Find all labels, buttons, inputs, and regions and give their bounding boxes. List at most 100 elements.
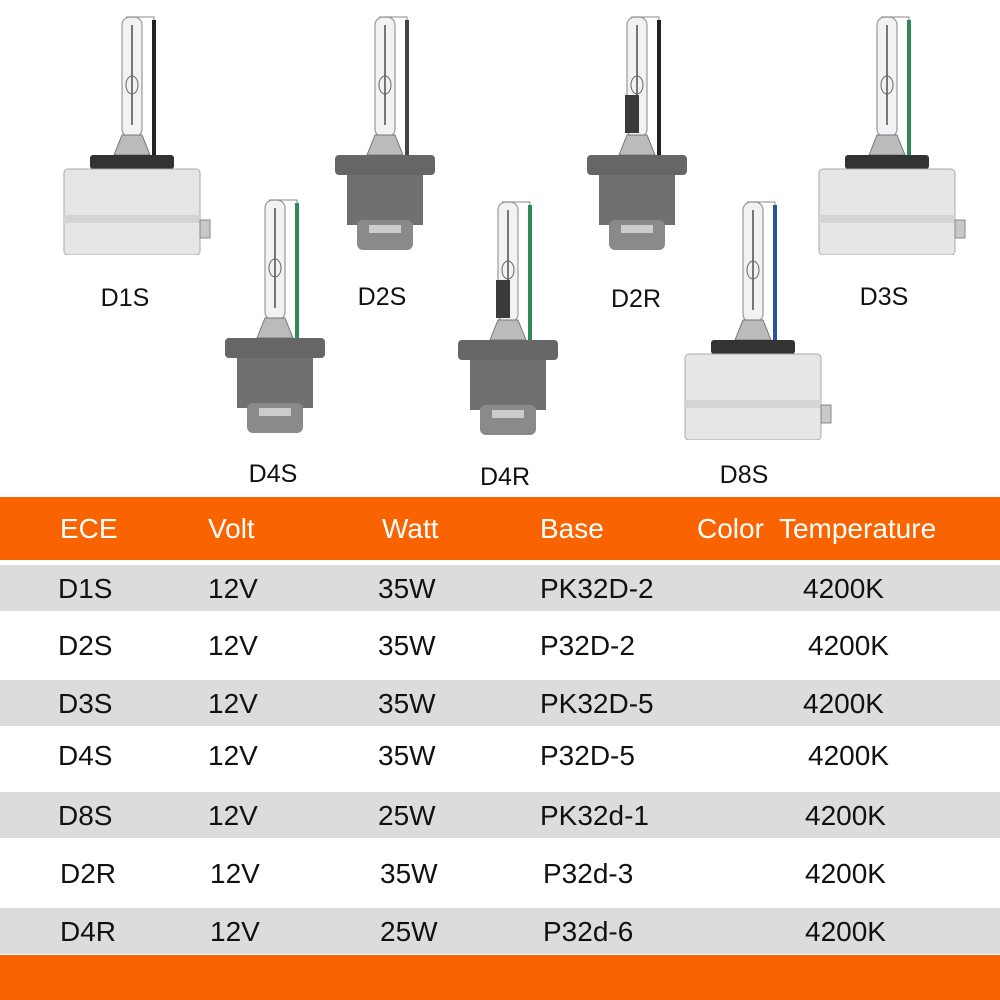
cell-ece: D4S bbox=[58, 740, 113, 771]
connector bbox=[954, 219, 966, 239]
base-socket bbox=[357, 220, 413, 250]
clip bbox=[734, 319, 772, 341]
base-body bbox=[347, 175, 423, 225]
bulb-d3s-image bbox=[818, 16, 966, 255]
header-watt: Watt bbox=[382, 513, 439, 544]
cell-ece: D2R bbox=[60, 858, 117, 889]
clip bbox=[256, 317, 294, 339]
table-row: D2R 12V 35W P32d-3 4200K bbox=[0, 850, 1000, 896]
bulb-label: D4R bbox=[479, 463, 531, 491]
cell-color-temperature: 4200K bbox=[803, 573, 884, 604]
cell-base: PK32D-5 bbox=[540, 688, 654, 719]
cell-color-temperature: 4200K bbox=[805, 916, 886, 947]
cell-volt: 12V bbox=[210, 858, 260, 889]
cell-ece: D1S bbox=[58, 573, 113, 604]
base-body bbox=[470, 360, 546, 410]
base-ring bbox=[492, 410, 524, 418]
cell-ece: D2S bbox=[58, 630, 113, 661]
cell-watt: 35W bbox=[378, 688, 436, 719]
arc-capsule bbox=[501, 260, 515, 280]
cell-volt: 12V bbox=[208, 573, 258, 604]
header-base: Base bbox=[540, 513, 604, 544]
ballast-box bbox=[684, 353, 822, 440]
cell-watt: 25W bbox=[378, 800, 436, 831]
flange bbox=[458, 340, 558, 360]
cell-color-temperature: 4200K bbox=[808, 630, 889, 661]
connector bbox=[199, 219, 211, 239]
flange bbox=[90, 155, 174, 169]
bulb-label: D8S bbox=[719, 461, 769, 489]
base-body bbox=[237, 358, 313, 408]
cell-base: P32d-3 bbox=[543, 858, 634, 889]
bulb-label: D2S bbox=[357, 283, 407, 311]
base-socket bbox=[247, 403, 303, 433]
header-ece: ECE bbox=[60, 513, 118, 544]
flange bbox=[225, 338, 325, 358]
base-body bbox=[599, 175, 675, 225]
cell-base: P32D-5 bbox=[540, 740, 635, 771]
cell-ece: D3S bbox=[58, 688, 113, 719]
clip bbox=[868, 134, 906, 156]
base-ring bbox=[621, 225, 653, 233]
cell-volt: 12V bbox=[210, 916, 260, 947]
bulb-label: D3S bbox=[859, 283, 909, 311]
bulb-label: D4S bbox=[248, 460, 298, 488]
table-row: D3S 12V 35W PK32D-5 4200K bbox=[0, 680, 1000, 726]
ballast-box bbox=[818, 168, 956, 255]
arc-capsule bbox=[630, 75, 644, 95]
flange bbox=[711, 340, 795, 354]
box-rib bbox=[64, 215, 200, 223]
bulb-d1s-image bbox=[63, 16, 211, 255]
flange bbox=[335, 155, 435, 175]
clip bbox=[489, 319, 527, 341]
box-rib bbox=[685, 400, 821, 408]
bulb-d8s-image bbox=[684, 201, 832, 440]
cell-base: PK32d-1 bbox=[540, 800, 649, 831]
clip bbox=[366, 134, 404, 156]
clip bbox=[618, 134, 656, 156]
arc-capsule bbox=[746, 260, 760, 280]
cell-color-temperature: 4200K bbox=[808, 740, 889, 771]
base-socket bbox=[480, 405, 536, 435]
table-row: D8S 12V 25W PK32d-1 4200K bbox=[0, 792, 1000, 838]
arc-capsule bbox=[880, 75, 894, 95]
table-header: ECE Volt Watt Base Color Temperature bbox=[0, 497, 1000, 560]
cell-base: P32d-6 bbox=[543, 916, 634, 947]
clip bbox=[113, 134, 151, 156]
cell-base: P32D-2 bbox=[540, 630, 635, 661]
shield-stripe bbox=[496, 280, 510, 318]
arc-capsule bbox=[268, 258, 282, 278]
base-ring bbox=[369, 225, 401, 233]
box-rib bbox=[819, 215, 955, 223]
cell-color-temperature: 4200K bbox=[803, 688, 884, 719]
arc-capsule bbox=[378, 75, 392, 95]
table-row: D4R 12V 25W P32d-6 4200K bbox=[0, 908, 1000, 954]
header-color-temperature: Color Temperature bbox=[697, 513, 937, 544]
cell-ece: D8S bbox=[58, 800, 113, 831]
table-row: D1S 12V 35W PK32D-2 4200K bbox=[0, 565, 1000, 611]
connector bbox=[820, 404, 832, 424]
cell-ece: D4R bbox=[60, 916, 117, 947]
cell-watt: 35W bbox=[378, 573, 436, 604]
cell-volt: 12V bbox=[208, 630, 258, 661]
flange bbox=[587, 155, 687, 175]
arc-capsule bbox=[125, 75, 139, 95]
shield-stripe bbox=[625, 95, 639, 133]
table-row: D2S 12V 35W P32D-2 4200K bbox=[0, 622, 1000, 668]
bulb-d2s-image bbox=[335, 16, 435, 250]
cell-color-temperature: 4200K bbox=[805, 800, 886, 831]
cell-volt: 12V bbox=[208, 740, 258, 771]
cell-watt: 35W bbox=[378, 630, 436, 661]
bulb-d2r-image bbox=[587, 16, 687, 250]
flange bbox=[845, 155, 929, 169]
cell-watt: 25W bbox=[380, 916, 438, 947]
ballast-box bbox=[63, 168, 201, 255]
header-volt: Volt bbox=[208, 513, 255, 544]
base-socket bbox=[609, 220, 665, 250]
bulb-d4s-image bbox=[225, 199, 325, 433]
cell-base: PK32D-2 bbox=[540, 573, 654, 604]
cell-volt: 12V bbox=[208, 688, 258, 719]
bulb-d4r-image bbox=[458, 201, 558, 435]
cell-volt: 12V bbox=[208, 800, 258, 831]
base-ring bbox=[259, 408, 291, 416]
